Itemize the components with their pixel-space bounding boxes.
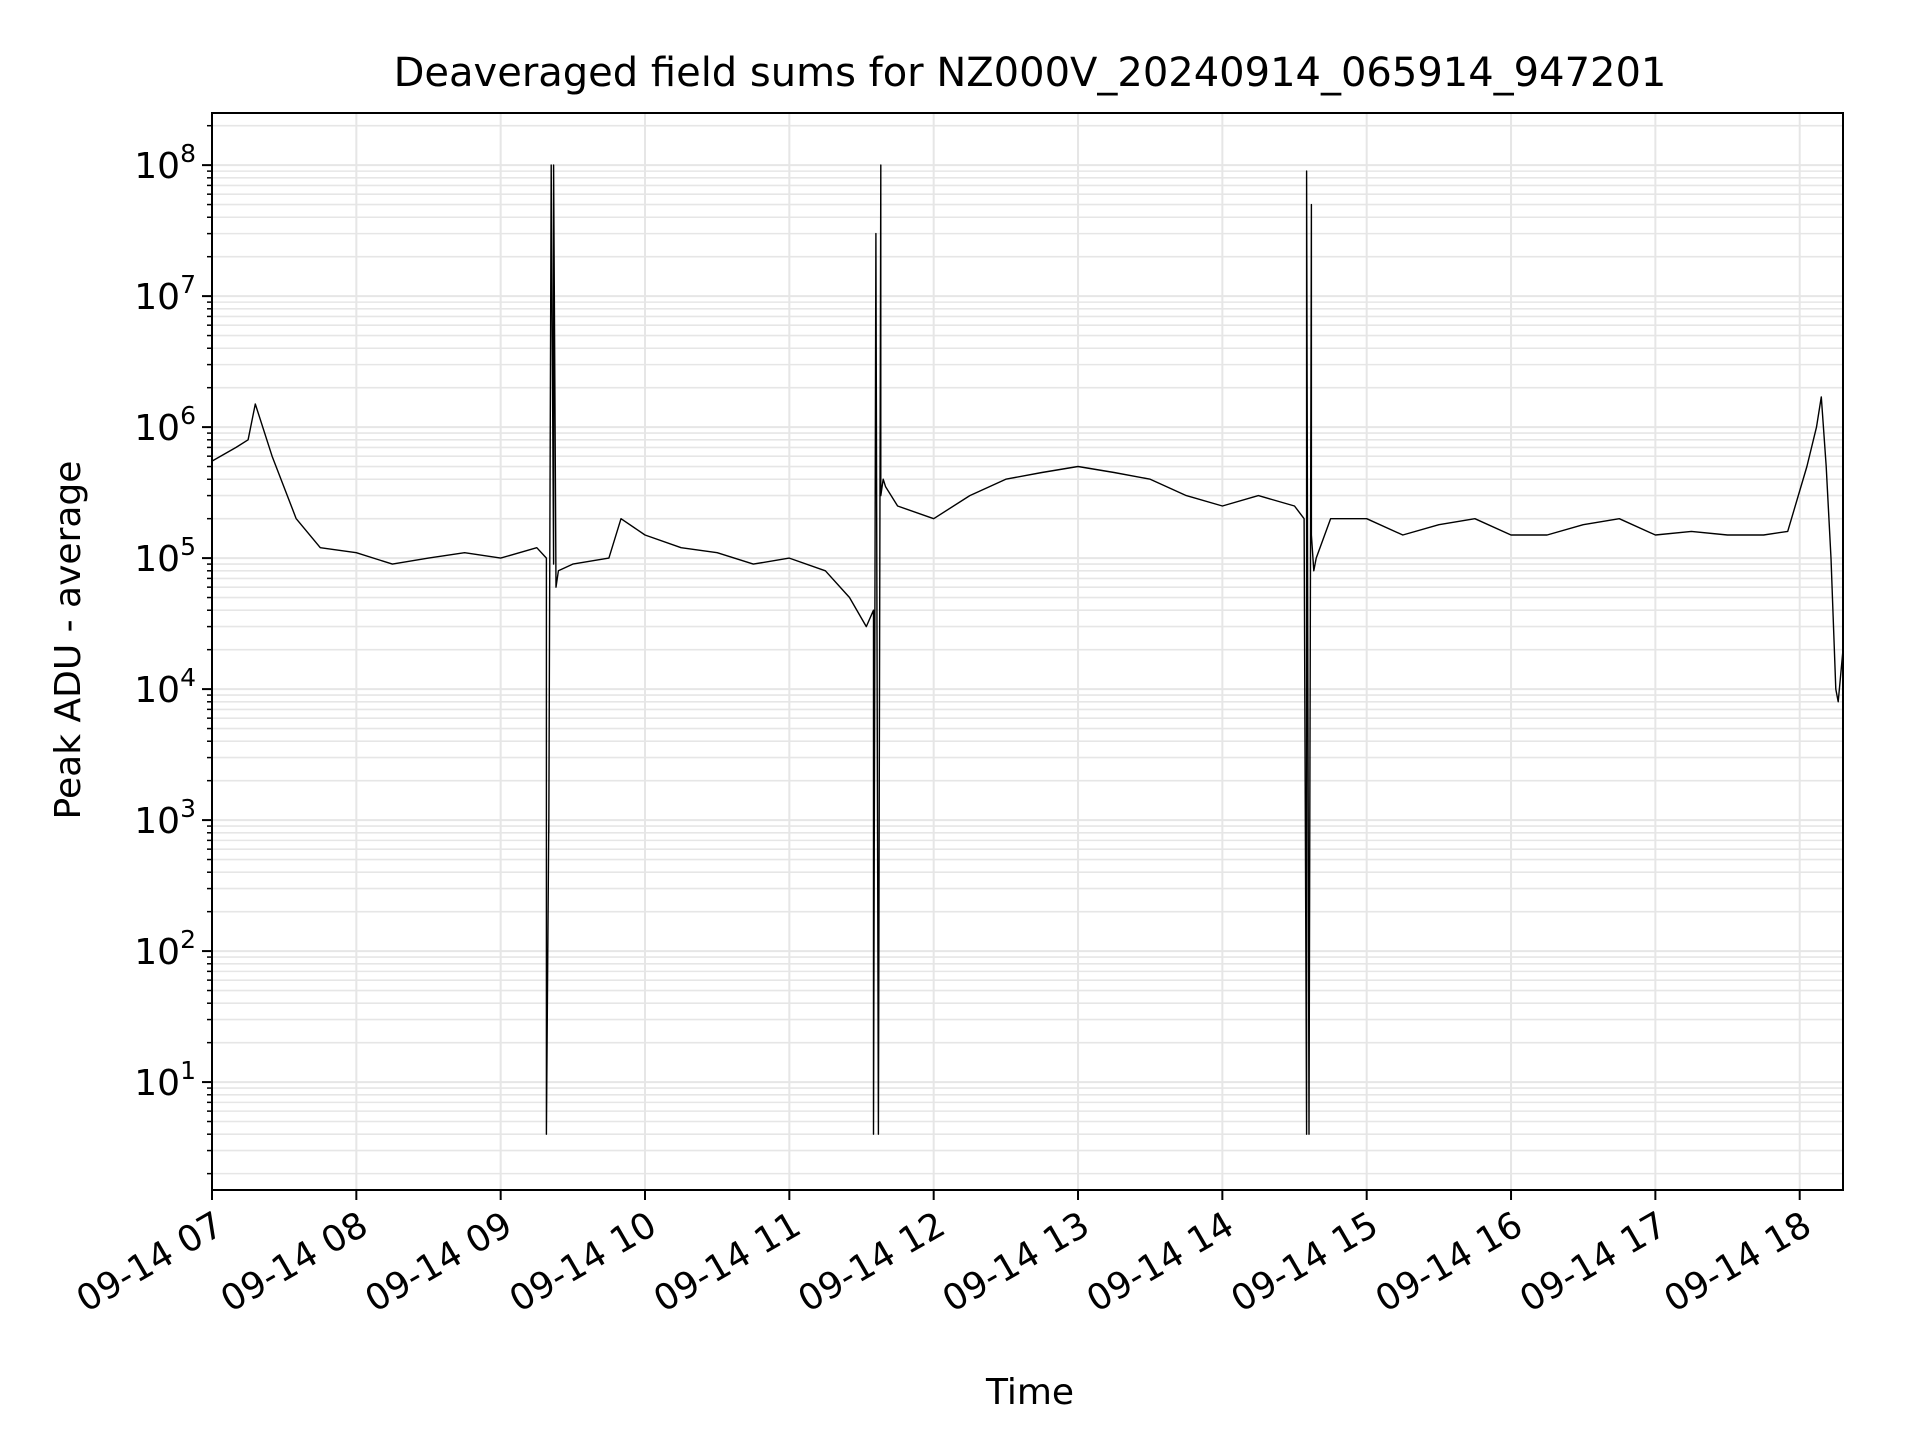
- y-tick-label: 107: [134, 270, 196, 318]
- y-tick-label: 106: [134, 401, 196, 449]
- y-axis: 101 102 103 104 105 106 107 108: [134, 124, 212, 1175]
- y-tick-label: 108: [134, 139, 196, 187]
- chart-title: Deaveraged field sums for NZ000V_2024091…: [394, 50, 1667, 96]
- plot-frame: [211, 112, 1844, 1191]
- y-tick-label: 104: [134, 663, 196, 711]
- x-axis-label: Time: [985, 1372, 1074, 1413]
- y-tick-label: 101: [134, 1056, 196, 1104]
- y-axis-label: Peak ADU - average: [48, 461, 89, 820]
- y-tick-label: 102: [134, 925, 196, 973]
- series-line: [211, 164, 1844, 1135]
- grid-lines: [211, 113, 1843, 1190]
- y-tick-label: 103: [134, 794, 196, 842]
- y-tick-label: 105: [134, 532, 196, 580]
- series-group: [211, 164, 1844, 1135]
